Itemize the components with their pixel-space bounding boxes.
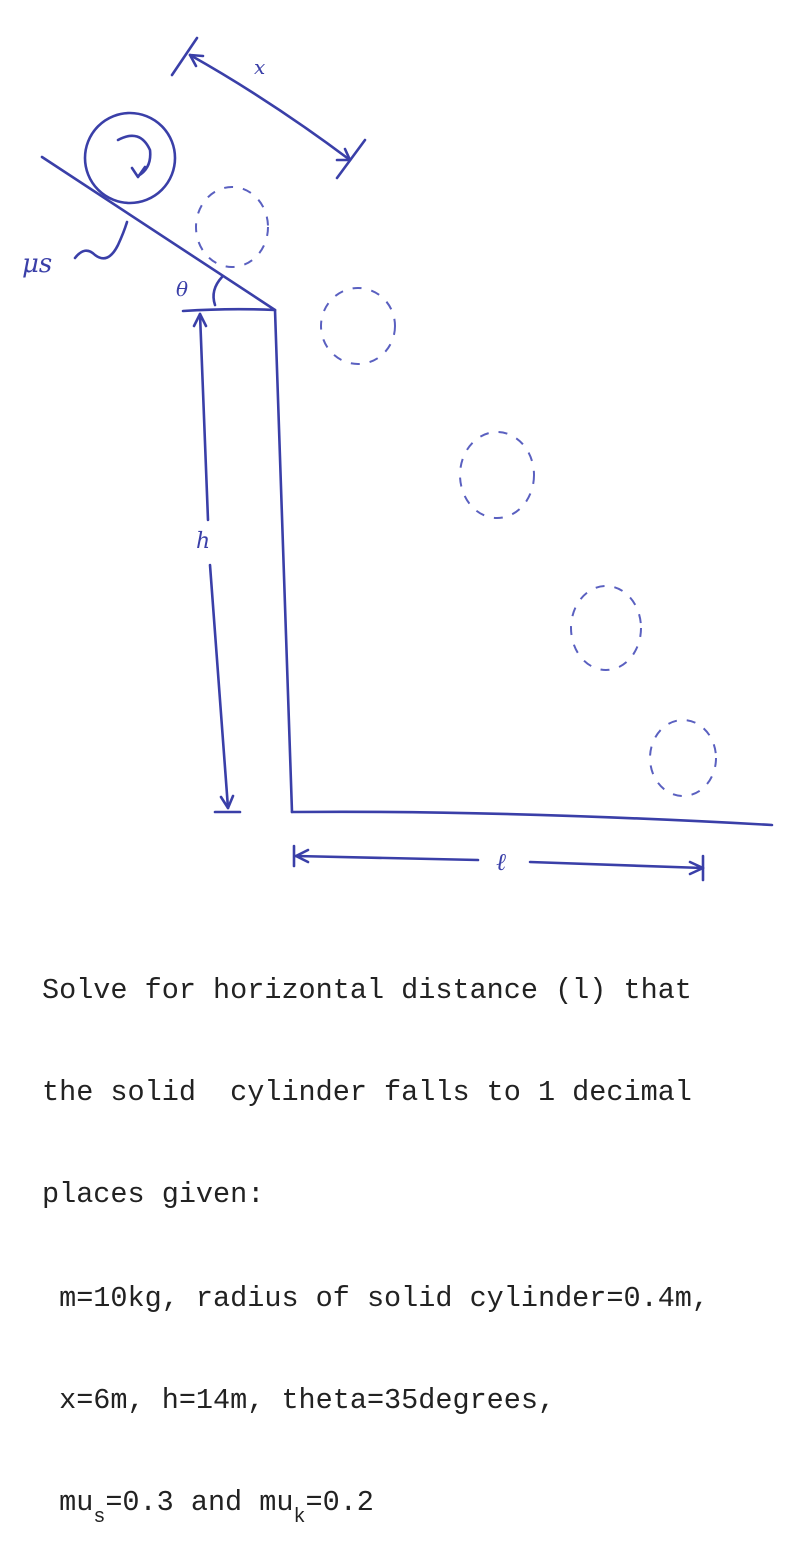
- given-values-line-1: m=10kg, radius of solid cylinder=0.4m,: [42, 1282, 710, 1315]
- cliff-wall: [273, 308, 294, 814]
- l-dimension-line-left: [294, 854, 480, 862]
- h-label: h: [196, 529, 210, 554]
- platform-top: [181, 307, 277, 313]
- x-arrow-head-top-icon: [188, 53, 205, 68]
- h-dimension-line-top: [198, 312, 210, 522]
- given-values-line-2: x=6m, h=14m, theta=35degrees,: [42, 1384, 556, 1417]
- h-dimension-line-bottom: [208, 563, 230, 810]
- h-arrow-head-top-icon: [192, 312, 208, 328]
- trajectory-cylinder-2: [320, 287, 396, 365]
- rotation-arrow-icon: [116, 134, 152, 179]
- incline-line: [40, 155, 277, 312]
- x-dimension-tick-bottom: [335, 138, 367, 180]
- mu-s-label: μs: [22, 249, 52, 279]
- mu-k-value: =0.2: [305, 1486, 374, 1519]
- trajectory-cylinder-3: [459, 431, 535, 519]
- theta-arc: [212, 275, 224, 307]
- x-label: x: [254, 55, 265, 79]
- trajectory-cylinder-5: [649, 719, 717, 797]
- problem-statement: Solve for horizontal distance (l) that t…: [42, 906, 709, 1554]
- problem-line: the solid cylinder falls to 1 decimal: [42, 1076, 692, 1109]
- x-dimension-line: [188, 53, 352, 162]
- mu-s-prefix: mu: [42, 1486, 94, 1519]
- trajectory-cylinder-1: [195, 186, 269, 268]
- trajectory-cylinder-4: [570, 585, 642, 671]
- l-arrow-head-right-icon: [688, 860, 705, 876]
- x-arrow-head-bottom-icon: [335, 147, 352, 162]
- mu-s-value: =0.3 and mu: [105, 1486, 294, 1519]
- l-dimension-line-right: [528, 860, 705, 870]
- mu-s-pointer: [73, 220, 129, 260]
- given-values-line-3: mus=0.3 and muk=0.2: [42, 1486, 709, 1528]
- cylinder-cliff-diagram: x μs θ h ℓ: [22, 36, 774, 882]
- l-label: ℓ: [496, 848, 506, 876]
- solid-cylinder: [83, 111, 177, 205]
- mu-s-subscript: s: [93, 1506, 106, 1529]
- x-dimension-tick-top: [170, 36, 199, 77]
- problem-line: Solve for horizontal distance (l) that: [42, 974, 692, 1007]
- theta-label: θ: [176, 277, 188, 301]
- l-arrow-head-left-icon: [294, 848, 310, 864]
- mu-k-subscript: k: [293, 1506, 306, 1529]
- ground-line: [290, 810, 774, 827]
- h-arrow-head-bottom-icon: [219, 794, 235, 810]
- problem-line: places given:: [42, 1178, 265, 1211]
